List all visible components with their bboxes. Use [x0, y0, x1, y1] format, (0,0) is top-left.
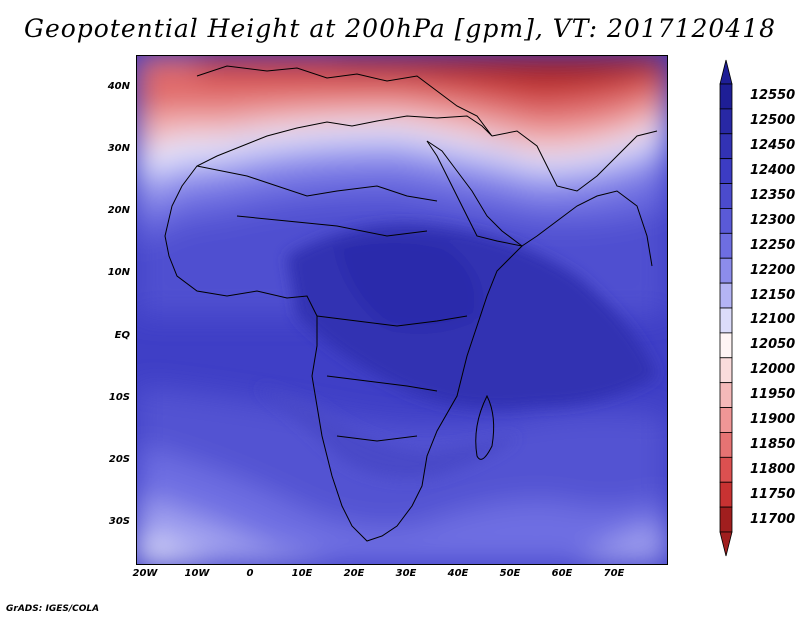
colorbar-swatch [719, 432, 733, 458]
colorbar-swatch [719, 158, 733, 184]
colorbar-level-label: 12400 [750, 163, 796, 179]
map-title: Geopotential Height at 200hPa [gpm], VT:… [23, 14, 777, 43]
coastline-outlines [164, 65, 658, 542]
colorbar-swatch [719, 506, 733, 533]
lon-tick-label: 20W [132, 568, 158, 579]
colorbar-level-label: 12050 [750, 337, 796, 353]
colorbar-swatch [719, 456, 733, 483]
colorbar-level-label: 12000 [750, 362, 796, 378]
colorbar-swatch [719, 208, 733, 234]
colorbar-swatch [719, 407, 733, 433]
lat-tick-label: 20S [108, 454, 130, 465]
colorbar-level-label: 12500 [750, 113, 796, 129]
colorbar-swatch [719, 481, 733, 508]
colorbar-level-label: 12100 [750, 312, 796, 328]
colorbar-level-label: 12550 [750, 88, 796, 104]
colorbar-level-label: 12450 [750, 138, 796, 154]
colorbar-level-label: 11900 [750, 412, 796, 427]
colorbar-swatch [719, 357, 733, 384]
geopotential-height-map [136, 55, 668, 565]
colorbar-level-label: 11850 [750, 436, 796, 452]
colorbar-level-label: 11950 [750, 387, 796, 403]
lat-tick-label: 30S [108, 516, 130, 527]
colorbar-swatch [719, 282, 733, 309]
colorbar-swatch [719, 307, 733, 334]
grads-credit: GrADS: IGES/COLA [6, 604, 100, 614]
colorbar-swatch [719, 83, 733, 110]
lon-tick-label: 40E [447, 568, 469, 579]
lat-tick-label: EQ [114, 330, 130, 341]
lat-tick-label: 10S [108, 392, 130, 403]
lon-tick-label: 60E [551, 568, 573, 579]
lon-tick-label: 50E [499, 568, 521, 579]
colorbar-swatch [719, 108, 733, 135]
lat-tick-label: 30N [107, 143, 130, 154]
lon-tick-label: 0 [246, 568, 254, 579]
colorbar-swatch [719, 133, 733, 160]
colorbar-level-label: 12250 [750, 237, 796, 253]
colorbar-level-label: 11700 [750, 511, 796, 527]
colorbar-swatch [719, 382, 733, 408]
colorbar-bottom-arrow [719, 531, 733, 557]
colorbar-swatch [719, 183, 733, 209]
lon-tick-label: 10W [184, 568, 210, 579]
colorbar-level-label: 12300 [750, 212, 796, 228]
colorbar-level-label: 12150 [750, 287, 796, 303]
lat-tick-label: 40N [107, 81, 130, 92]
lon-tick-label: 70E [603, 568, 625, 579]
colorbar-level-label: 12350 [750, 188, 796, 203]
colorbar-level-label: 11750 [750, 486, 796, 502]
lat-tick-label: 20N [107, 205, 130, 216]
lat-tick-label: 10N [107, 267, 130, 278]
colorbar-swatch [719, 232, 733, 259]
colorbar-level-label: 12200 [750, 262, 796, 278]
lon-tick-label: 20E [343, 568, 365, 579]
colorbar [719, 59, 733, 557]
lon-tick-label: 10E [291, 568, 313, 579]
colorbar-top-arrow [719, 59, 733, 85]
colorbar-swatch [719, 332, 733, 359]
lon-tick-label: 30E [395, 568, 417, 579]
colorbar-swatch [719, 257, 733, 284]
height-field [137, 56, 667, 564]
colorbar-level-label: 11800 [750, 461, 796, 477]
